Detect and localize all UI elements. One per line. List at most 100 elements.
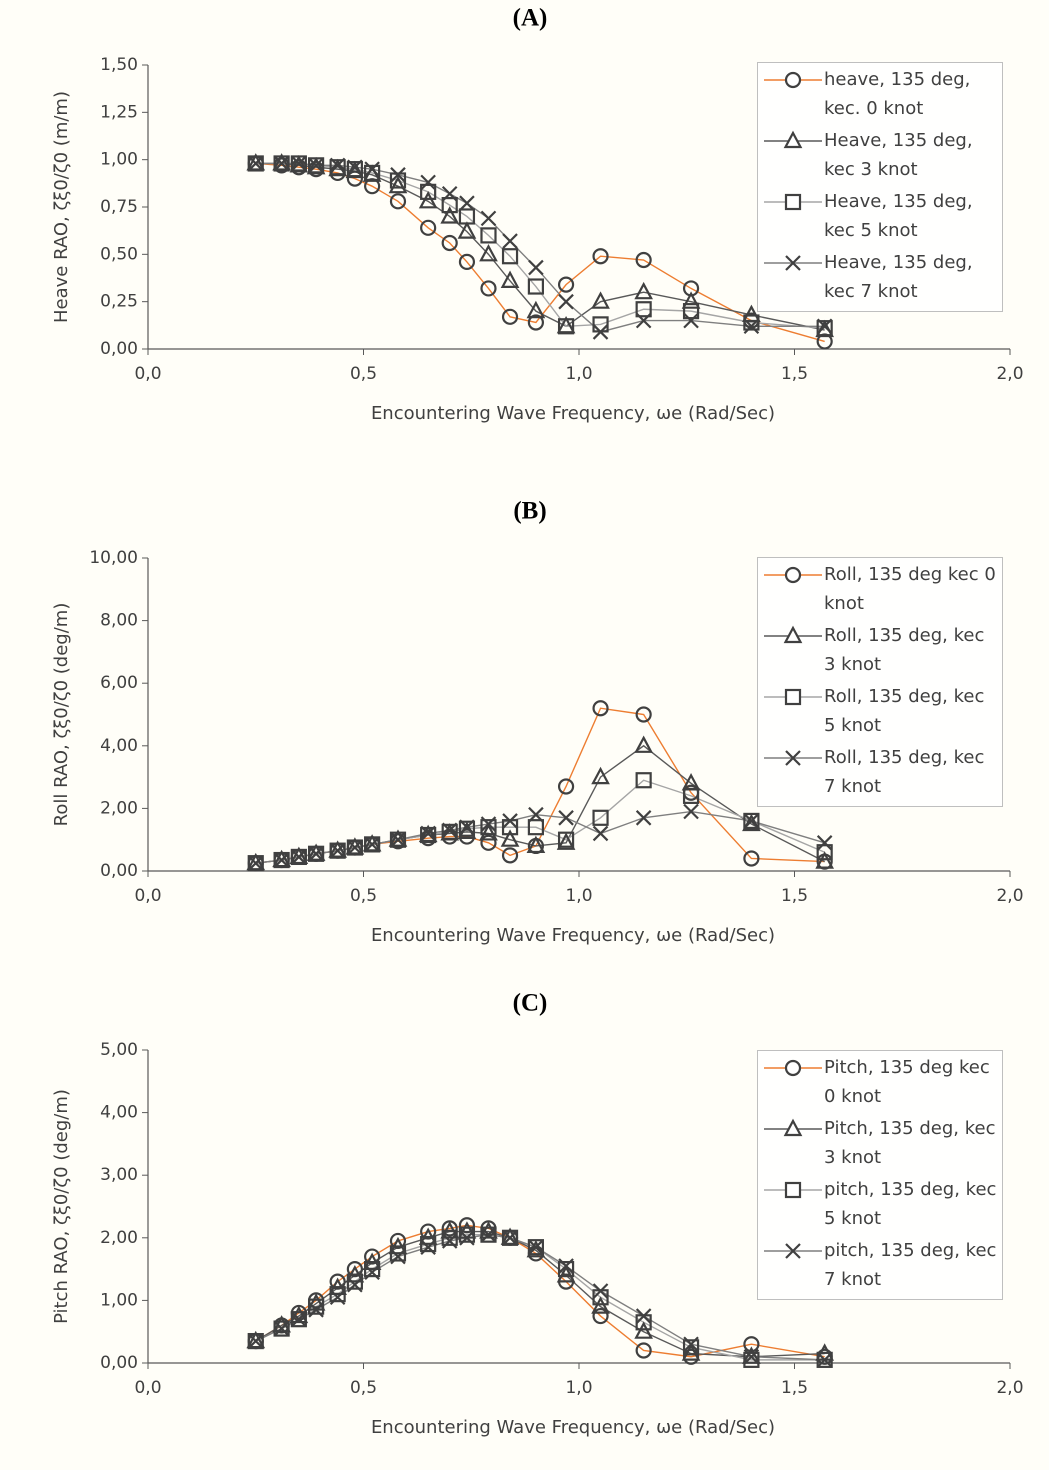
legend-label: Heave, 135 deg, kec 7 knot <box>824 248 998 306</box>
x-tick-label: 0,0 <box>134 1378 161 1398</box>
x-tick-label: 1,0 <box>565 886 592 906</box>
legend-label: Pitch, 135 deg, kec 3 knot <box>824 1114 998 1172</box>
marker <box>594 826 608 840</box>
y-tick-label: 0,25 <box>100 292 138 312</box>
marker <box>442 208 457 222</box>
y-tick-label: 3,00 <box>100 1165 138 1185</box>
legend-icon <box>762 682 824 711</box>
y-axis-label: Roll RAO, ζξ0/ζ0 (deg/m) <box>51 603 72 827</box>
x-tick-label: 0,5 <box>350 364 377 384</box>
marker <box>503 234 517 248</box>
marker <box>786 73 800 87</box>
marker <box>786 133 801 147</box>
y-tick-label: 10,00 <box>89 548 138 568</box>
marker <box>786 628 801 642</box>
legend-icon <box>762 65 824 94</box>
y-tick-label: 2,00 <box>100 1228 138 1248</box>
legend-entry: Heave, 135 deg, kec 3 knot <box>762 126 998 184</box>
x-tick-label: 1,5 <box>781 886 808 906</box>
x-tick-label: 2,0 <box>996 1378 1023 1398</box>
marker <box>459 224 474 238</box>
marker <box>529 261 543 275</box>
y-tick-label: 8,00 <box>100 611 138 631</box>
legend-entry: Heave, 135 deg, kec 7 knot <box>762 248 998 306</box>
x-axis-label: Encountering Wave Frequency, ωe (Rad/Sec… <box>371 1417 775 1438</box>
y-tick-label: 5,00 <box>100 1040 138 1060</box>
legend-label: Roll, 135 deg, kec 3 knot <box>824 621 998 679</box>
y-tick-label: 4,00 <box>100 736 138 756</box>
legend-label: Roll, 135 deg kec 0 knot <box>824 560 998 618</box>
y-tick-label: 1,50 <box>100 55 138 75</box>
legend-label: Roll, 135 deg, kec 7 knot <box>824 743 998 801</box>
legend-entry: Roll, 135 deg, kec 3 knot <box>762 621 998 679</box>
legend-entry: Pitch, 135 deg kec 0 knot <box>762 1053 998 1111</box>
x-tick-label: 1,5 <box>781 1378 808 1398</box>
marker <box>421 175 435 189</box>
marker <box>636 284 651 298</box>
y-tick-label: 1,00 <box>100 150 138 170</box>
series-line <box>256 163 825 341</box>
legend-label: Roll, 135 deg, kec 5 knot <box>824 682 998 740</box>
y-tick-label: 0,00 <box>100 1353 138 1373</box>
x-tick-label: 1,0 <box>565 1378 592 1398</box>
legend-label: pitch, 135 deg, kec 5 knot <box>824 1175 998 1233</box>
marker <box>786 1061 800 1075</box>
series-line <box>256 163 825 328</box>
legend-icon <box>762 621 824 650</box>
series-line <box>256 163 825 332</box>
legend-label: Pitch, 135 deg kec 0 knot <box>824 1053 998 1111</box>
legend-icon <box>762 743 824 772</box>
x-axis-label: Encountering Wave Frequency, ωe (Rad/Sec… <box>371 925 775 946</box>
chart-title: (C) <box>513 990 548 1017</box>
y-tick-label: 1,00 <box>100 1290 138 1310</box>
x-tick-label: 1,0 <box>565 364 592 384</box>
legend: Pitch, 135 deg kec 0 knotPitch, 135 deg,… <box>757 1050 1003 1300</box>
legend-entry: Roll, 135 deg kec 0 knot <box>762 560 998 618</box>
x-axis-label: Encountering Wave Frequency, ωe (Rad/Sec… <box>371 403 775 424</box>
marker <box>786 195 800 209</box>
marker <box>559 295 573 309</box>
x-tick-label: 2,0 <box>996 886 1023 906</box>
y-tick-label: 0,75 <box>100 197 138 217</box>
x-tick-label: 0,0 <box>134 364 161 384</box>
x-tick-label: 0,0 <box>134 886 161 906</box>
marker <box>786 1121 801 1135</box>
page: (A) Heave RAO, ζξ0/ζ0 (m/m) Encountering W… <box>0 0 1049 1470</box>
legend-icon <box>762 1114 824 1143</box>
legend-entry: Roll, 135 deg, kec 7 knot <box>762 743 998 801</box>
chart-title: (A) <box>513 5 548 32</box>
marker <box>786 1183 800 1197</box>
y-tick-label: 0,00 <box>100 339 138 359</box>
legend-icon <box>762 187 824 216</box>
legend-entry: Heave, 135 deg, kec 5 knot <box>762 187 998 245</box>
legend: Roll, 135 deg kec 0 knotRoll, 135 deg, k… <box>757 557 1003 807</box>
legend: heave, 135 deg, kec. 0 knotHeave, 135 de… <box>757 62 1003 312</box>
legend-icon <box>762 1053 824 1082</box>
x-tick-label: 2,0 <box>996 364 1023 384</box>
marker <box>593 769 608 783</box>
legend-entry: pitch, 135 deg, kec 5 knot <box>762 1175 998 1233</box>
legend-icon <box>762 560 824 589</box>
y-tick-label: 0,00 <box>100 861 138 881</box>
marker <box>786 568 800 582</box>
y-tick-label: 2,00 <box>100 798 138 818</box>
y-axis-label: Heave RAO, ζξ0/ζ0 (m/m) <box>51 91 72 323</box>
legend-icon <box>762 126 824 155</box>
y-tick-label: 0,50 <box>100 244 138 264</box>
y-tick-label: 4,00 <box>100 1103 138 1123</box>
marker <box>684 775 699 789</box>
legend-icon <box>762 1236 824 1265</box>
legend-label: heave, 135 deg, kec. 0 knot <box>824 65 998 123</box>
chart-title: (B) <box>513 498 546 525</box>
series-line <box>256 163 825 330</box>
marker <box>818 836 832 850</box>
x-tick-label: 1,5 <box>781 364 808 384</box>
x-tick-label: 0,5 <box>350 1378 377 1398</box>
legend-entry: pitch, 135 deg, kec 7 knot <box>762 1236 998 1294</box>
marker <box>786 690 800 704</box>
y-tick-label: 6,00 <box>100 673 138 693</box>
y-tick-label: 1,25 <box>100 102 138 122</box>
legend-label: Heave, 135 deg, kec 3 knot <box>824 126 998 184</box>
y-axis-label: Pitch RAO, ζξ0/ζ0 (deg/m) <box>51 1089 72 1324</box>
legend-entry: heave, 135 deg, kec. 0 knot <box>762 65 998 123</box>
